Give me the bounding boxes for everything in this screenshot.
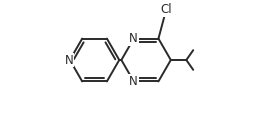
Text: N: N [65,54,73,66]
Text: Cl: Cl [160,3,172,16]
Text: N: N [129,75,138,88]
Text: N: N [129,32,138,45]
